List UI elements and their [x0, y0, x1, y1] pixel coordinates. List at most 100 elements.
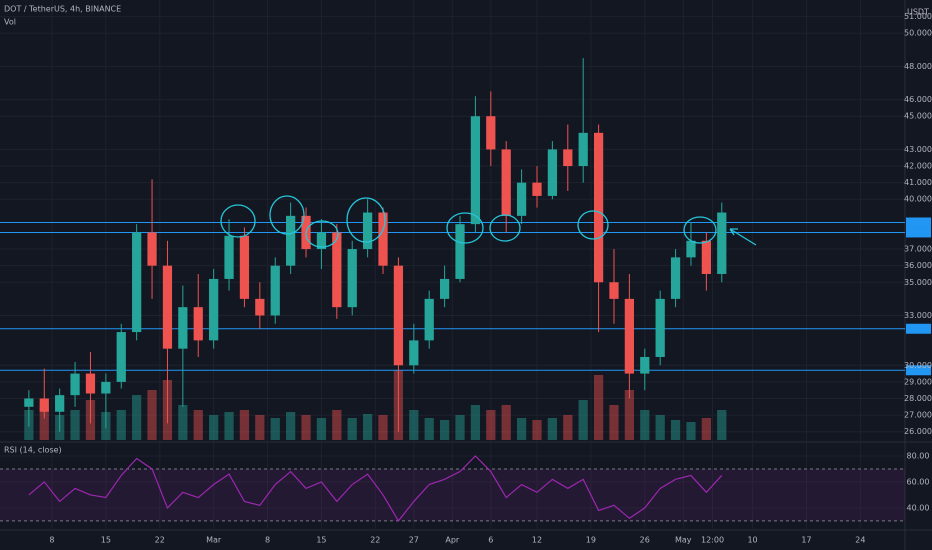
candle-body — [501, 149, 511, 216]
x-tick-label: 17 — [801, 536, 811, 545]
rsi-band — [0, 468, 905, 521]
candle-body — [486, 116, 496, 150]
volume-bar — [578, 400, 588, 440]
y-tick-label: 30.000 — [904, 361, 932, 370]
candle-body — [224, 235, 234, 279]
rsi-tick-label: 80.00 — [907, 451, 930, 460]
volume-bar — [486, 410, 496, 440]
candle-body — [624, 298, 635, 374]
volume-bar — [255, 415, 265, 440]
y-tick-label: 33.000 — [904, 311, 932, 320]
volume-bar — [209, 415, 219, 440]
x-tick-label: 27 — [409, 536, 419, 545]
volume-bar — [332, 410, 342, 440]
volume-bar — [363, 414, 373, 440]
candle-body — [609, 282, 619, 299]
candle-body — [24, 398, 34, 407]
chart-title: DOT / TetherUS, 4h, BINANCE — [4, 5, 121, 14]
x-tick-label: 12:00 — [701, 536, 724, 545]
y-tick-label: 40.000 — [904, 195, 932, 204]
level-price-box — [906, 323, 931, 334]
x-tick-label: 24 — [855, 536, 865, 545]
volume-bar — [70, 410, 80, 440]
y-tick-label: 45.000 — [904, 112, 932, 121]
y-tick-label: 41.000 — [904, 178, 932, 187]
volume-bar — [717, 410, 727, 440]
volume-bar — [563, 415, 573, 440]
candle-body — [532, 182, 542, 196]
x-tick-label: Mar — [206, 536, 222, 545]
circle-drawing — [346, 197, 386, 243]
candle-body — [470, 116, 481, 225]
rsi-tick-label: 40.00 — [907, 503, 930, 512]
volume-bar — [132, 395, 142, 440]
y-tick-label: 36.000 — [904, 261, 932, 270]
volume-bar — [640, 410, 650, 440]
volume-bar — [670, 420, 681, 440]
rsi-tick-label: 60.00 — [907, 477, 930, 486]
x-tick-label: 10 — [747, 536, 757, 545]
volume-bar — [193, 410, 203, 440]
volume-bar — [547, 418, 558, 440]
candle-body — [593, 132, 604, 283]
volume-bar — [239, 410, 250, 440]
candle-body — [178, 307, 188, 349]
volume-bar — [655, 415, 665, 440]
drawings — [220, 195, 757, 248]
volume-bar — [270, 418, 280, 440]
candle-body — [701, 240, 711, 274]
candle-body — [670, 257, 681, 299]
volume-bar — [516, 418, 527, 440]
volume-bar — [347, 418, 357, 440]
x-tick-label: 19 — [586, 536, 596, 545]
candle-body — [39, 398, 49, 412]
candle-body — [717, 212, 727, 274]
candle-body — [85, 373, 96, 394]
currency-label: USDT — [907, 8, 929, 17]
volume-bar — [286, 412, 296, 440]
y-tick-label: 48.000 — [904, 62, 932, 71]
y-tick-label: 26.000 — [904, 427, 932, 436]
volume-bar — [609, 405, 619, 440]
volume-bar — [378, 415, 388, 440]
candle-body — [132, 232, 142, 333]
x-tick-label: May — [675, 536, 692, 545]
circle-drawing — [577, 210, 609, 240]
circle-drawing — [489, 214, 521, 242]
x-tick-label: Apr — [445, 536, 460, 545]
circle-drawing — [446, 212, 484, 244]
volume-bar — [501, 405, 511, 440]
candle-body — [378, 212, 388, 266]
volume-bar — [409, 410, 419, 440]
volume-bar — [686, 422, 696, 440]
arrow-drawing — [729, 228, 757, 246]
candle-body — [363, 212, 373, 250]
rsi-pane — [0, 455, 905, 522]
circle-drawing — [305, 220, 339, 248]
candle-body — [209, 278, 219, 341]
volume-bar — [701, 418, 711, 440]
candle-body — [563, 149, 573, 167]
candle-body — [116, 332, 126, 382]
x-tick-label: 15 — [316, 536, 326, 545]
candle-body — [70, 373, 80, 396]
volume-bar — [178, 405, 188, 440]
volume-bar — [455, 415, 465, 440]
volume-bar — [424, 418, 434, 440]
y-tick-label: 42.000 — [904, 162, 932, 171]
candle-body — [286, 215, 296, 266]
x-tick-label: 8 — [265, 536, 270, 545]
level-price-box — [906, 365, 931, 376]
y-tick-label: 37.000 — [904, 245, 932, 254]
circle-drawing — [683, 216, 717, 244]
candle-body — [424, 298, 434, 341]
candle-body — [655, 298, 665, 357]
candle-body — [347, 249, 357, 308]
x-tick-label: 26 — [640, 536, 650, 545]
volume-label: Vol — [4, 18, 16, 27]
y-tick-label: 43.000 — [904, 145, 932, 154]
volume-bar — [624, 390, 635, 440]
level-price-box — [906, 217, 931, 228]
